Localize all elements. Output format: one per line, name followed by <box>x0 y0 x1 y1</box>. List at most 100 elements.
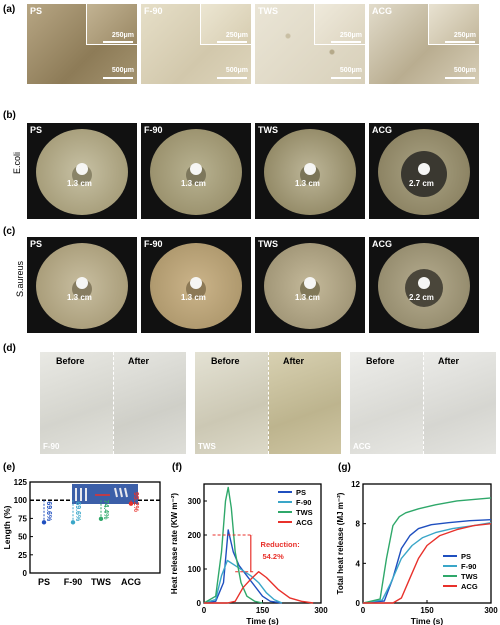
micrograph-label: ACG <box>372 6 392 16</box>
sample-disk <box>190 163 202 175</box>
y-tick-label: 12 <box>351 480 360 489</box>
y-tick-label: 8 <box>356 520 361 529</box>
annotation-label: Reduction: <box>261 540 300 549</box>
panel-label-c: (c) <box>3 226 16 237</box>
y-axis-label: Total heat release (MJ m⁻²) <box>336 492 345 594</box>
sample-disk <box>418 163 430 175</box>
series-line-tws <box>203 486 263 604</box>
y-tick-label: 0 <box>197 599 202 608</box>
main-scale-bar <box>445 77 475 79</box>
data-point <box>41 520 47 525</box>
zone-diameter: 1.3 cm <box>295 293 320 302</box>
main-scale-bar <box>103 77 133 79</box>
before-label: Before <box>366 356 395 366</box>
dish-saureus-ps: 1.3 cm PS <box>27 237 137 333</box>
ecoli-row-label: E.coli <box>12 151 23 175</box>
series-line-ps <box>362 519 492 604</box>
data-label: 69.6% <box>45 501 52 522</box>
sample-disk <box>190 277 202 289</box>
after-label: After <box>283 356 305 366</box>
series-line-acg <box>363 523 492 604</box>
panel-label-b: (b) <box>3 110 16 121</box>
dish-saureus-f90: 1.3 cm F-90 <box>141 237 251 333</box>
series-line-acg <box>204 570 314 604</box>
y-tick-label: 75 <box>18 514 27 523</box>
micrograph-ps: PS 250μm 500μm <box>27 4 137 84</box>
plot-frame <box>29 481 161 574</box>
inset-scale-bar <box>445 41 475 43</box>
y-tick-label: 125 <box>14 478 28 487</box>
zone-diameter: 2.7 cm <box>409 179 434 188</box>
panel-label-a: (a) <box>3 4 16 15</box>
micrograph-f90: F-90 250μm 500μm <box>141 4 251 84</box>
dish-saureus-tws: 1.3 cm TWS <box>255 237 365 333</box>
x-tick-label: 300 <box>484 606 498 615</box>
zone-diameter: 1.3 cm <box>67 179 92 188</box>
zone-diameter: 1.3 cm <box>181 179 206 188</box>
legend-label: F-90 <box>296 498 311 507</box>
legend-label: PS <box>296 488 306 497</box>
series-line-tws <box>362 497 492 604</box>
zone-diameter: 1.3 cm <box>181 293 206 302</box>
sample-label: F-90 <box>144 125 163 135</box>
annotation-value: 54.2% <box>263 552 285 561</box>
legend-label: PS <box>461 552 471 561</box>
sample-label: ACG <box>372 125 392 135</box>
main-scale-label: 500μm <box>339 67 362 74</box>
x-tick-label: TWS <box>91 577 111 587</box>
y-tick-label: 100 <box>14 496 28 505</box>
dish-ecoli-ps: 1.3 cm PS <box>27 123 137 219</box>
series-line-f-90 <box>362 522 492 604</box>
main-scale-label: 500μm <box>111 67 134 74</box>
sample-disk <box>76 163 88 175</box>
inset-scale-bar <box>331 41 361 43</box>
legend-label: TWS <box>461 572 478 581</box>
fabric-f90: Before After F-90 <box>40 352 186 454</box>
main-scale-bar <box>331 77 361 79</box>
fabric-name: F-90 <box>43 442 60 451</box>
x-axis-label: Time (s) <box>246 616 279 625</box>
sample-disk <box>76 277 88 289</box>
y-axis-label: Length (%) <box>2 505 12 549</box>
saureus-row-label: S.aureus <box>15 260 26 298</box>
panel-label-f: (f) <box>172 462 182 473</box>
inset-scale-bar <box>103 41 133 43</box>
after-label: After <box>128 356 150 366</box>
before-swatch <box>350 352 423 454</box>
chart-e: 0 25 50 75 100 125 Length (%) 69.6% PS 69.6% F-90 7… <box>2 478 161 587</box>
x-tick-label: 300 <box>314 606 328 615</box>
legend-label: ACG <box>296 518 313 527</box>
x-tick-label: ACG <box>121 577 141 587</box>
fabric-name: TWS <box>198 442 216 451</box>
micrograph-tws: TWS 250μm 500μm <box>255 4 365 84</box>
after-swatch <box>113 352 186 454</box>
panel-label-g: (g) <box>338 462 351 473</box>
y-tick-label: 50 <box>18 533 27 542</box>
series-line-ps <box>203 529 283 604</box>
inset-scale-label: 250μm <box>111 32 134 39</box>
after-swatch <box>423 352 496 454</box>
data-point <box>128 501 134 506</box>
legend-label: ACG <box>461 582 478 591</box>
panel-label-e: (e) <box>3 462 16 473</box>
zone-diameter: 1.3 cm <box>295 179 320 188</box>
inset-photo <box>72 484 138 504</box>
legend-label: TWS <box>296 508 313 517</box>
legend-label: F-90 <box>461 562 476 571</box>
before-swatch <box>40 352 113 454</box>
x-axis-label: Time (s) <box>411 616 444 625</box>
sample-label: ACG <box>372 239 392 249</box>
micrograph-inset <box>314 4 365 45</box>
x-tick-label: 150 <box>420 606 434 615</box>
panel-label-d: (d) <box>3 343 16 354</box>
data-point <box>70 520 76 525</box>
before-label: Before <box>56 356 85 366</box>
data-label: 74.4% <box>102 500 109 521</box>
sample-label: TWS <box>258 239 278 249</box>
inset-scale-label: 250μm <box>339 32 362 39</box>
sample-disk <box>304 163 316 175</box>
sample-disk <box>304 277 316 289</box>
y-tick-label: 200 <box>188 531 202 540</box>
main-scale-label: 500μm <box>453 67 476 74</box>
dish-ecoli-acg: 2.7 cm ACG <box>369 123 479 219</box>
